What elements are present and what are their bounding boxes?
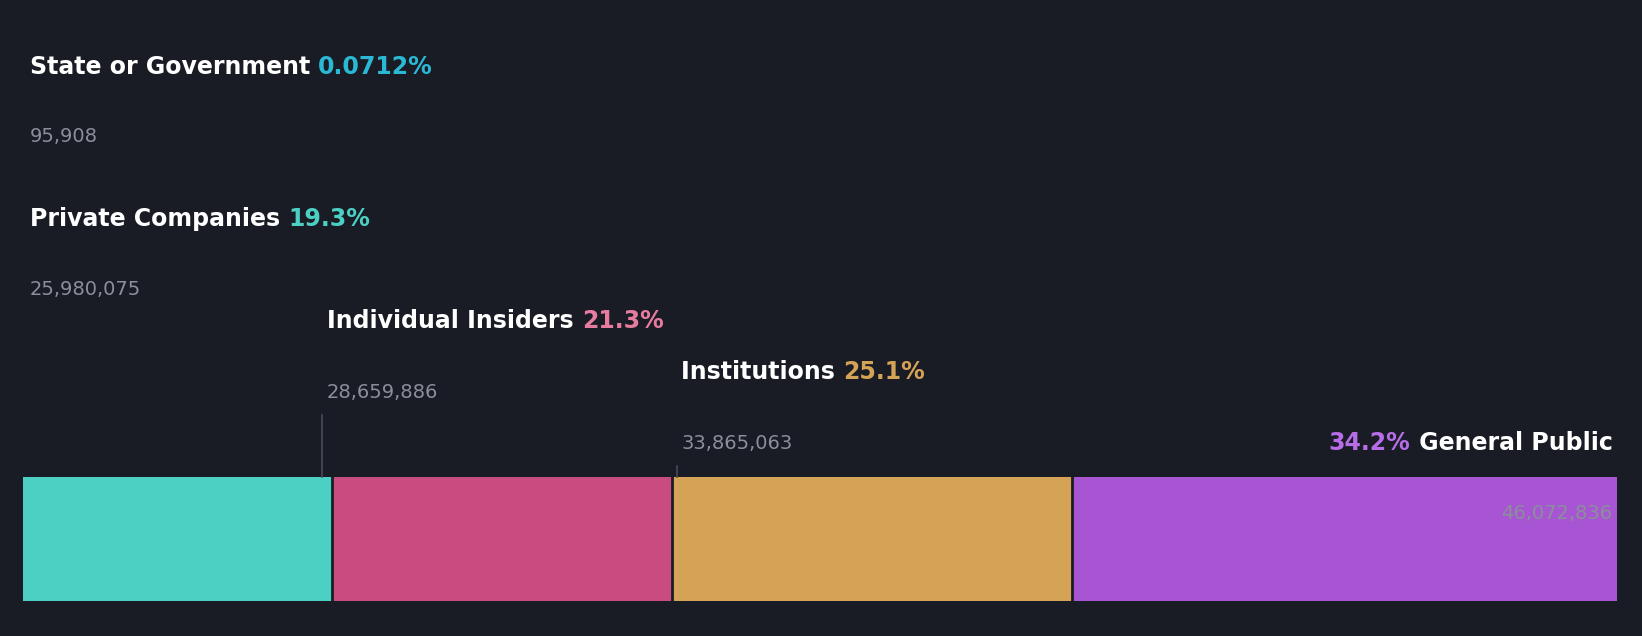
Text: 33,865,063: 33,865,063 — [681, 434, 793, 453]
Text: General Public: General Public — [1410, 431, 1612, 455]
Text: 95,908: 95,908 — [30, 127, 97, 146]
Text: Individual Insiders: Individual Insiders — [327, 309, 581, 333]
Text: 25,980,075: 25,980,075 — [30, 280, 141, 299]
Text: 19.3%: 19.3% — [287, 207, 369, 232]
Text: 21.3%: 21.3% — [581, 309, 663, 333]
Text: Institutions: Institutions — [681, 360, 844, 384]
Text: State or Government: State or Government — [30, 55, 319, 79]
Text: 46,072,836: 46,072,836 — [1501, 504, 1612, 523]
Bar — [672, 477, 1072, 601]
Bar — [332, 477, 672, 601]
Bar — [23, 477, 332, 601]
Text: Private Companies: Private Companies — [30, 207, 287, 232]
Text: 28,659,886: 28,659,886 — [327, 383, 438, 402]
Bar — [1072, 477, 1617, 601]
Text: 34.2%: 34.2% — [1328, 431, 1410, 455]
Text: 25.1%: 25.1% — [844, 360, 926, 384]
Text: 0.0712%: 0.0712% — [319, 55, 433, 79]
